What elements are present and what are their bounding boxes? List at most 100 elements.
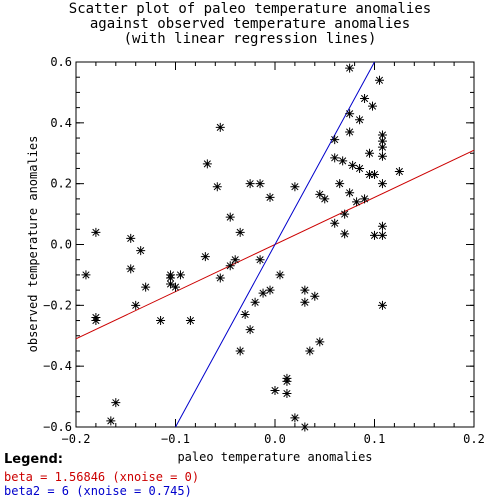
axis-ticks: −0.2 −0.1 0.0 0.1 0.2 −0.6 −0.4 −0.2 0.0 0.2 0.4 0.…: [43, 55, 485, 446]
y-tick-label: 0.2: [50, 177, 72, 191]
data-point: [81, 270, 91, 280]
data-point: [335, 179, 345, 189]
data-point: [91, 227, 101, 237]
data-point: [300, 422, 310, 432]
legend-entry-beta2: beta2 = 6 (xnoise = 0.745): [4, 484, 192, 498]
data-point: [265, 285, 275, 295]
x-tick-label: 0.1: [364, 432, 386, 446]
chart-title-line-3: (with linear regression lines): [123, 31, 377, 47]
data-point: [225, 261, 235, 271]
data-point: [212, 182, 222, 192]
data-point: [106, 416, 116, 426]
data-point: [345, 63, 355, 73]
y-tick-label: 0.0: [50, 238, 72, 252]
data-point: [215, 122, 225, 132]
data-point: [171, 282, 180, 292]
data-point: [394, 167, 404, 176]
data-point: [340, 229, 350, 239]
data-point: [355, 163, 365, 173]
data-point: [320, 194, 330, 204]
data-point: [377, 300, 387, 310]
data-point: [136, 246, 146, 256]
data-point: [300, 297, 310, 307]
data-point: [330, 153, 340, 163]
data-point: [330, 218, 340, 228]
data-point: [348, 160, 358, 170]
data-points: [81, 63, 404, 432]
x-tick-label: −0.1: [161, 432, 190, 446]
regression-line-2: [175, 62, 375, 427]
data-point: [370, 170, 379, 180]
data-point: [131, 300, 141, 310]
data-point: [377, 136, 387, 146]
legend-heading: Legend:: [4, 452, 63, 467]
data-point: [377, 130, 387, 140]
data-point: [310, 291, 320, 301]
chart-title-line-1: Scatter plot of paleo temperature anomal…: [68, 1, 432, 17]
data-point: [235, 227, 245, 237]
data-point: [282, 376, 292, 386]
data-point: [250, 297, 260, 307]
data-point: [377, 179, 387, 189]
data-point: [230, 255, 240, 265]
data-point: [370, 230, 379, 240]
regression-lines: [76, 62, 474, 427]
data-point: [290, 182, 300, 192]
data-point: [215, 273, 225, 283]
data-point: [245, 325, 255, 335]
data-point: [126, 264, 136, 274]
x-axis-label: paleo temperature anomalies: [177, 450, 372, 464]
data-point: [166, 270, 176, 280]
y-tick-label: −0.2: [43, 298, 72, 312]
data-point: [315, 189, 325, 199]
data-point: [368, 101, 378, 111]
data-point: [377, 151, 387, 161]
data-point: [365, 148, 375, 158]
y-tick-label: 0.4: [50, 116, 72, 130]
data-point: [352, 197, 362, 207]
data-point: [200, 252, 210, 262]
data-point: [360, 94, 370, 103]
x-tick-label: −0.2: [62, 432, 91, 446]
data-point: [340, 209, 350, 219]
x-tick-label: 0.2: [463, 432, 485, 446]
y-tick-label: −0.6: [43, 420, 72, 434]
data-point: [374, 75, 384, 85]
data-point: [345, 109, 355, 119]
y-axis-label: observed temperature anomalies: [26, 136, 40, 353]
data-point: [270, 386, 280, 395]
data-point: [377, 221, 387, 231]
data-point: [300, 285, 310, 295]
y-tick-label: 0.6: [50, 55, 72, 69]
data-point: [345, 127, 355, 137]
data-point: [255, 179, 265, 189]
data-point: [290, 413, 300, 423]
data-point: [202, 159, 212, 169]
data-point: [156, 316, 166, 326]
data-point: [240, 309, 250, 319]
data-point: [111, 398, 121, 408]
data-point: [345, 188, 355, 198]
data-point: [185, 316, 195, 326]
data-point: [235, 346, 245, 356]
data-point: [360, 194, 370, 204]
y-tick-label: −0.4: [43, 359, 72, 373]
data-point: [365, 170, 375, 180]
data-point: [330, 135, 340, 145]
data-point: [258, 288, 268, 298]
data-point: [245, 179, 255, 189]
data-point: [305, 346, 315, 356]
data-point: [225, 212, 235, 222]
data-point: [255, 255, 265, 265]
data-point: [355, 115, 365, 125]
data-point: [315, 337, 325, 347]
data-point: [282, 389, 292, 399]
chart-title-line-2: against observed temperature anomalies: [89, 16, 411, 32]
data-point: [91, 316, 101, 326]
data-point: [141, 282, 151, 292]
data-point: [265, 192, 275, 202]
data-point: [377, 230, 387, 240]
legend-entry-beta: beta = 1.56846 (xnoise = 0): [4, 470, 200, 484]
data-point: [126, 233, 136, 243]
